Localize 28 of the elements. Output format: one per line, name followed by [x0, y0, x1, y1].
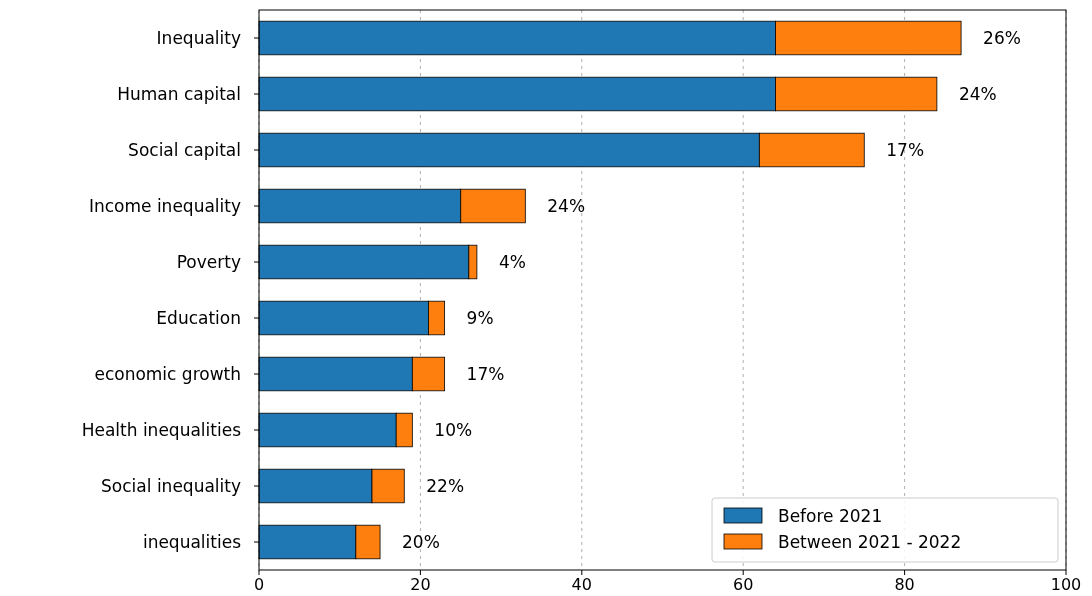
- y-tick-label: Human capital: [117, 83, 241, 104]
- annotation: 24%: [958, 83, 997, 104]
- x-tick-label: 60: [733, 575, 754, 594]
- y-tick-label: Social inequality: [101, 475, 241, 496]
- annotation: 4%: [498, 251, 526, 272]
- y-tick-label: economic growth: [94, 363, 241, 384]
- annotation: 10%: [434, 419, 473, 440]
- annotation: 17%: [886, 139, 925, 160]
- x-tick-label: 20: [410, 575, 431, 594]
- legend-label: Between 2021 - 2022: [778, 531, 962, 552]
- y-tick-label: Income inequality: [88, 195, 241, 216]
- annotation: 9%: [466, 307, 494, 328]
- x-tick-label: 100: [1050, 575, 1082, 594]
- y-tick-label: Inequality: [156, 27, 241, 48]
- legend-label: Before 2021: [778, 505, 883, 526]
- y-tick-label: Poverty: [176, 251, 241, 272]
- x-tick-label: 80: [894, 575, 915, 594]
- x-tick-label: 40: [571, 575, 592, 594]
- y-tick-label: inequalities: [142, 531, 242, 552]
- annotation: 24%: [547, 195, 586, 216]
- annotation: 26%: [983, 27, 1021, 48]
- annotation: 17%: [466, 363, 505, 384]
- y-tick-label: Social capital: [128, 139, 241, 160]
- annotation: 22%: [426, 475, 465, 496]
- y-tick-label: Health inequalities: [81, 419, 242, 440]
- y-tick-label: Education: [156, 307, 241, 328]
- x-tick-label: 0: [253, 575, 265, 594]
- annotation: 20%: [402, 531, 440, 552]
